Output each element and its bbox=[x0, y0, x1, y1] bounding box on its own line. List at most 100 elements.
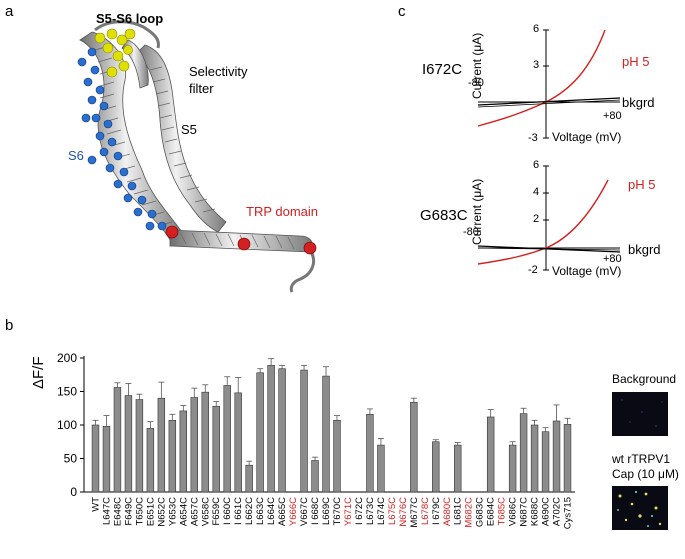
x-tick-label: I 660C bbox=[222, 497, 233, 525]
panel-b-letter: b bbox=[5, 317, 14, 334]
bar-i660c bbox=[223, 385, 231, 493]
plot2-ymid: 4 bbox=[533, 186, 540, 198]
bar-y653c bbox=[168, 420, 177, 493]
filter-label-line1: Selectivity bbox=[189, 64, 248, 79]
bar-k688c bbox=[530, 424, 539, 493]
bar-v658c bbox=[201, 391, 209, 493]
c-terminal-tail bbox=[289, 249, 315, 293]
plot2-xmax: +80 bbox=[603, 253, 622, 265]
bar-a654c bbox=[179, 410, 188, 493]
x-tick-label: F659C bbox=[211, 497, 222, 526]
s6-label: S6 bbox=[68, 148, 84, 163]
bar-v667c bbox=[300, 369, 308, 493]
bar-l681c bbox=[454, 444, 462, 493]
y-tick-label: 150 bbox=[57, 385, 77, 399]
bar-e651c bbox=[146, 428, 155, 493]
x-tick-label: N652C bbox=[156, 497, 167, 527]
x-tick-label: I 661C bbox=[233, 497, 244, 525]
x-tick-label: L673C bbox=[365, 497, 376, 525]
x-tick-label: I 679C bbox=[431, 497, 442, 525]
trp-label: TRP domain bbox=[246, 204, 319, 219]
x-tick-label: V667C bbox=[299, 497, 310, 526]
s6-residues bbox=[77, 47, 167, 231]
loop-label: S5-S6 loop bbox=[96, 11, 164, 26]
x-tick-label: M677C bbox=[409, 497, 420, 528]
x-tick-label: T685C bbox=[497, 497, 508, 526]
x-tick-label: L675C bbox=[387, 497, 398, 525]
bar-wt bbox=[91, 424, 100, 493]
plot2-mutant-label: G683C bbox=[420, 207, 468, 224]
x-tick-label: L663C bbox=[255, 497, 266, 525]
panel-a-letter: a bbox=[5, 3, 14, 20]
x-tick-label: A657C bbox=[189, 497, 200, 526]
plot2-ytop: 6 bbox=[533, 159, 540, 171]
x-tick-label: K688C bbox=[530, 497, 541, 526]
plot1-mutant-label: I672C bbox=[422, 61, 463, 78]
bar-cys715 bbox=[563, 424, 572, 493]
bar-a702c bbox=[552, 420, 561, 493]
loop-backbone bbox=[94, 20, 160, 49]
x-tick-label: M682C bbox=[464, 497, 475, 528]
plot1-ylabel: Current (μA) bbox=[470, 32, 484, 99]
x-tick-label: WT bbox=[90, 497, 101, 512]
filter-label-line2: filter bbox=[189, 81, 214, 96]
bar-t670c bbox=[333, 420, 341, 493]
bar-i679c bbox=[432, 441, 440, 493]
x-tick-label: T650C bbox=[134, 497, 145, 526]
background-image bbox=[612, 392, 668, 436]
x-tick-label: Y671C bbox=[343, 497, 354, 526]
x-tick-label: E651C bbox=[145, 497, 156, 526]
s5-label: S5 bbox=[181, 122, 197, 137]
cap-image bbox=[612, 486, 668, 530]
x-tick-label: L664C bbox=[266, 497, 277, 525]
plot1-ymid: 3 bbox=[533, 59, 540, 71]
plot1-xmax: +80 bbox=[603, 110, 622, 122]
x-tick-label: G683C bbox=[475, 497, 486, 527]
bar-v686c bbox=[508, 444, 517, 493]
x-tick-label: V658C bbox=[200, 497, 211, 526]
bar-l674c bbox=[377, 444, 385, 493]
plot2-ph-label: pH 5 bbox=[628, 177, 656, 192]
plot2-ymid2: 2 bbox=[533, 213, 540, 225]
bar-l669c bbox=[322, 375, 330, 493]
x-tick-label: Y666C bbox=[288, 497, 299, 526]
x-tick-label: V686C bbox=[508, 497, 519, 526]
y-tick-label: 200 bbox=[57, 351, 77, 365]
x-tick-label: Cys715 bbox=[563, 497, 574, 529]
panel-a-structure bbox=[77, 20, 317, 293]
plot1-ph-label: pH 5 bbox=[622, 54, 650, 69]
bar-e648c bbox=[113, 387, 122, 493]
plot2-ylabel: Current (μA) bbox=[470, 178, 484, 245]
plot2-xlabel: Voltage (mV) bbox=[552, 264, 622, 278]
y-tick-label: 50 bbox=[64, 452, 78, 466]
x-tick-label: L669C bbox=[321, 497, 332, 525]
bar-a665c bbox=[278, 368, 286, 493]
bar-m677c bbox=[410, 401, 418, 493]
x-tick-label: I 672C bbox=[354, 497, 365, 525]
trp-residues bbox=[165, 225, 317, 255]
plot2-iv-curve bbox=[477, 165, 621, 271]
y-tick-label: 100 bbox=[57, 418, 77, 432]
x-tick-label: T670C bbox=[332, 497, 343, 526]
x-tick-label: I 668C bbox=[310, 497, 321, 525]
x-tick-label: N676C bbox=[398, 497, 409, 527]
plot1-iv-curve bbox=[477, 29, 621, 139]
x-tick-label: L662C bbox=[244, 497, 255, 525]
loop-residues bbox=[94, 28, 136, 78]
x-tick-label: L674C bbox=[376, 497, 387, 525]
bar-t650c bbox=[135, 399, 144, 493]
bar-i668c bbox=[311, 460, 319, 493]
y-tick-label: 0 bbox=[70, 485, 77, 499]
x-tick-label: E648C bbox=[112, 497, 123, 526]
x-tick-label: N687C bbox=[519, 497, 530, 527]
x-tick-label: A680C bbox=[442, 497, 453, 526]
bar-a690c bbox=[541, 431, 550, 493]
bar-n652c bbox=[157, 397, 166, 493]
plot1-ytop: 6 bbox=[533, 23, 540, 35]
bar-i661c bbox=[234, 392, 242, 493]
background-image-label: Background bbox=[612, 372, 677, 386]
x-tick-label: A654C bbox=[178, 497, 189, 526]
bar-e684c bbox=[486, 416, 495, 493]
bar-l664c bbox=[267, 365, 275, 493]
